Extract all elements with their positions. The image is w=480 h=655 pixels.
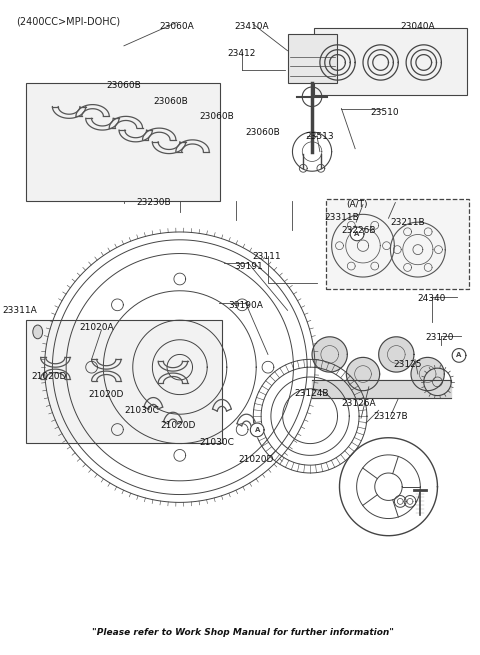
Text: A: A bbox=[456, 352, 462, 358]
Text: 23120: 23120 bbox=[425, 333, 454, 343]
Circle shape bbox=[251, 423, 264, 437]
Text: 23412: 23412 bbox=[228, 49, 256, 58]
Text: 21020D: 21020D bbox=[160, 421, 195, 430]
Text: 23040A: 23040A bbox=[400, 22, 435, 31]
Text: 23060B: 23060B bbox=[153, 97, 188, 106]
Text: (2400CC>MPI-DOHC): (2400CC>MPI-DOHC) bbox=[16, 16, 120, 26]
Text: 23510: 23510 bbox=[371, 108, 399, 117]
Text: 39190A: 39190A bbox=[228, 301, 263, 310]
Text: 21030C: 21030C bbox=[199, 438, 234, 447]
Text: 23060B: 23060B bbox=[106, 81, 141, 90]
Bar bbox=[314, 28, 467, 95]
Circle shape bbox=[347, 358, 380, 390]
Text: 21020A: 21020A bbox=[79, 324, 114, 333]
Text: 23211B: 23211B bbox=[391, 217, 425, 227]
Circle shape bbox=[312, 337, 348, 372]
Circle shape bbox=[350, 227, 364, 241]
Text: 39191: 39191 bbox=[234, 262, 263, 271]
Text: 23311A: 23311A bbox=[3, 306, 37, 315]
Text: A: A bbox=[354, 231, 360, 237]
Text: (A/T): (A/T) bbox=[347, 200, 368, 209]
Bar bbox=[288, 34, 336, 83]
Ellipse shape bbox=[33, 325, 43, 339]
Text: 23124B: 23124B bbox=[295, 389, 329, 398]
Bar bbox=[326, 198, 469, 289]
Circle shape bbox=[379, 337, 414, 372]
Text: A: A bbox=[254, 427, 260, 433]
Text: 23226B: 23226B bbox=[342, 225, 376, 234]
Text: 23230B: 23230B bbox=[136, 198, 171, 207]
Text: 23126A: 23126A bbox=[342, 399, 376, 408]
Text: 21020D: 21020D bbox=[32, 373, 67, 381]
Text: 23513: 23513 bbox=[306, 132, 334, 141]
Text: 23311B: 23311B bbox=[324, 213, 359, 222]
Text: "Please refer to Work Shop Manual for further information": "Please refer to Work Shop Manual for fu… bbox=[93, 627, 395, 637]
Circle shape bbox=[452, 348, 466, 362]
Text: 23111: 23111 bbox=[252, 252, 281, 261]
Text: 23060B: 23060B bbox=[199, 112, 234, 121]
Text: 23127B: 23127B bbox=[373, 412, 408, 421]
Bar bbox=[26, 83, 220, 200]
Text: 23060B: 23060B bbox=[245, 128, 280, 136]
Text: 21020D: 21020D bbox=[239, 455, 274, 464]
Text: 24340: 24340 bbox=[418, 294, 446, 303]
Circle shape bbox=[411, 358, 444, 390]
Bar bbox=[26, 320, 222, 443]
Text: 23410A: 23410A bbox=[234, 22, 269, 31]
Text: 21020D: 21020D bbox=[89, 390, 124, 399]
Text: 21030C: 21030C bbox=[124, 406, 159, 415]
Text: 23125: 23125 bbox=[394, 360, 422, 369]
Text: 23060A: 23060A bbox=[159, 22, 194, 31]
